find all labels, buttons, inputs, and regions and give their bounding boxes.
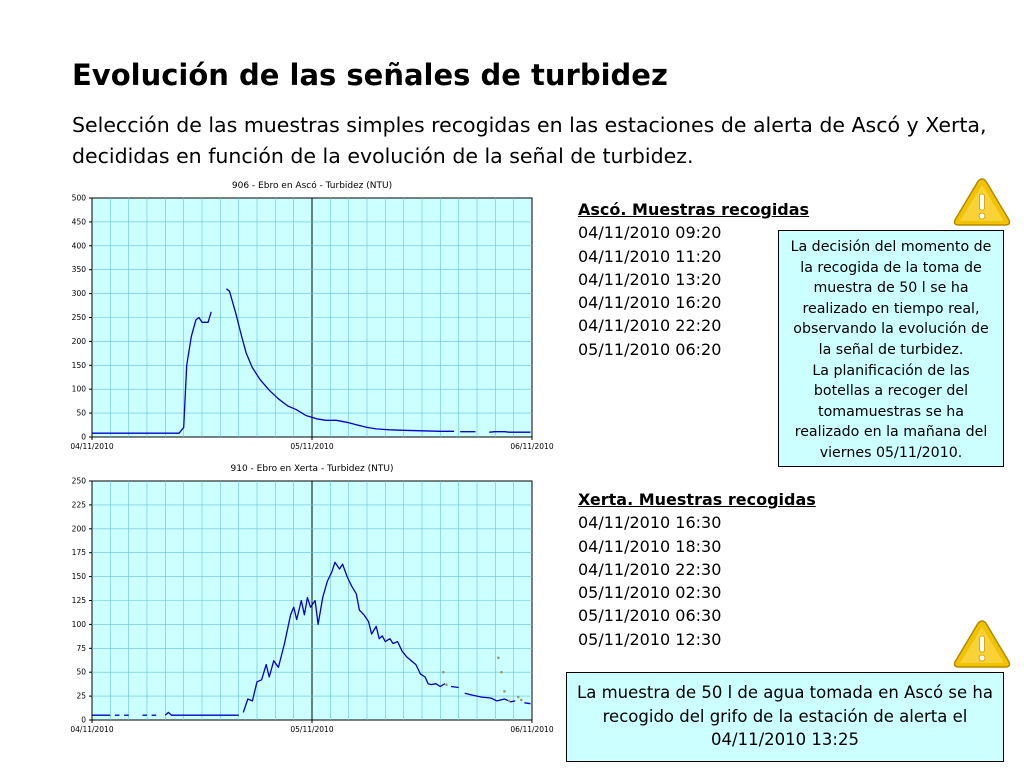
y-tick-label: 500 [72, 194, 87, 203]
chart-asco-svg: 906 - Ebro en Ascó - Turbidez (NTU) 0 50 10… [70, 180, 553, 451]
warning-triangle-icon [953, 620, 1011, 668]
x-tick-label: 06/11/2010 [510, 725, 553, 734]
list-item: 04/11/2010 11:20 [578, 246, 722, 266]
y-tick-label: 150 [72, 361, 87, 370]
list-item: 05/11/2010 06:30 [578, 606, 722, 626]
chart-xerta-svg: 910 - Ebro en Xerta - Turbidez (NTU) 0 25 5… [70, 464, 553, 734]
list-item: 04/11/2010 16:30 [578, 513, 722, 533]
slide-title: Evolución de las señales de turbidez [72, 58, 668, 92]
asco-samples-heading: Ascó. Muestras recogidas [578, 200, 810, 219]
asco-samples-list: Ascó. Muestras recogidas 04/11/2010 09:2… [578, 198, 809, 361]
tap-sample-note: La muestra de 50 l de agua tomada en Asc… [566, 672, 1004, 762]
slide-subtitle: Selección de las muestras simples recogi… [72, 113, 987, 168]
y-tick-label: 300 [72, 289, 87, 298]
list-item: 04/11/2010 22:30 [578, 559, 722, 579]
y-tick-label: 100 [72, 385, 87, 394]
chart-xerta-turbidity: 910 - Ebro en Xerta - Turbidez (NTU) 0 25 5… [60, 460, 558, 738]
y-tick-label: 400 [72, 241, 87, 250]
x-tick-label: 04/11/2010 [70, 442, 113, 451]
y-tick-label: 0 [81, 716, 86, 725]
list-item: 05/11/2010 02:30 [578, 583, 722, 603]
y-tick-label: 200 [72, 524, 87, 533]
x-tick-label: 05/11/2010 [290, 442, 333, 451]
data-point [497, 656, 500, 660]
data-point [520, 698, 523, 702]
y-tick-label: 175 [72, 548, 87, 557]
warning-triangle-icon [953, 178, 1011, 226]
x-tick-label: 06/11/2010 [510, 442, 553, 451]
data-point [503, 690, 506, 693]
x-tick-label: 05/11/2010 [290, 725, 333, 734]
y-tick-label: 250 [72, 313, 87, 322]
xerta-samples-heading: Xerta. Muestras recogidas [578, 490, 816, 509]
y-tick-label: 100 [72, 620, 87, 629]
series-line [242, 561, 446, 713]
chart-title: 906 - Ebro en Ascó - Turbidez (NTU) [232, 180, 392, 191]
y-tick-label: 50 [76, 668, 86, 677]
y-tick-label: 150 [72, 572, 87, 581]
y-tick-label: 50 [76, 409, 86, 418]
chart-asco-turbidity: 906 - Ebro en Ascó - Turbidez (NTU) 0 50 10… [60, 174, 558, 464]
list-item: 04/11/2010 13:20 [578, 269, 722, 289]
list-item: 04/11/2010 09:20 [578, 223, 722, 243]
list-item: 04/11/2010 16:20 [578, 293, 722, 313]
chart-title: 910 - Ebro en Xerta - Turbidez (NTU) [231, 464, 394, 474]
y-tick-label: 225 [72, 500, 87, 509]
y-tick-label: 250 [72, 477, 87, 486]
series-line [92, 311, 212, 434]
xerta-samples-list: Xerta. Muestras recogidas 04/11/2010 16:… [578, 488, 816, 651]
y-tick-label: 350 [72, 265, 87, 274]
y-tick-label: 75 [76, 644, 86, 653]
data-point [442, 670, 445, 674]
series-line [450, 685, 459, 689]
y-tick-label: 200 [72, 337, 87, 346]
series-line [164, 711, 239, 716]
y-tick-label: 450 [72, 217, 87, 226]
y-tick-label: 125 [72, 596, 87, 605]
data-point [500, 670, 503, 674]
data-point [445, 683, 448, 686]
series-line [226, 288, 455, 432]
data-point [516, 695, 520, 699]
data-point [507, 699, 511, 703]
y-tick-label: 25 [76, 692, 86, 701]
y-tick-label: 0 [81, 433, 86, 442]
list-item: 04/11/2010 18:30 [578, 536, 722, 556]
list-item: 05/11/2010 06:20 [578, 339, 722, 359]
x-tick-label: 04/11/2010 [70, 725, 113, 734]
list-item: 05/11/2010 12:30 [578, 629, 722, 649]
decision-note: La decisión del momento de la recogida d… [778, 230, 1004, 467]
series-line [524, 702, 531, 705]
list-item: 04/11/2010 22:20 [578, 316, 722, 336]
series-line [489, 431, 531, 433]
